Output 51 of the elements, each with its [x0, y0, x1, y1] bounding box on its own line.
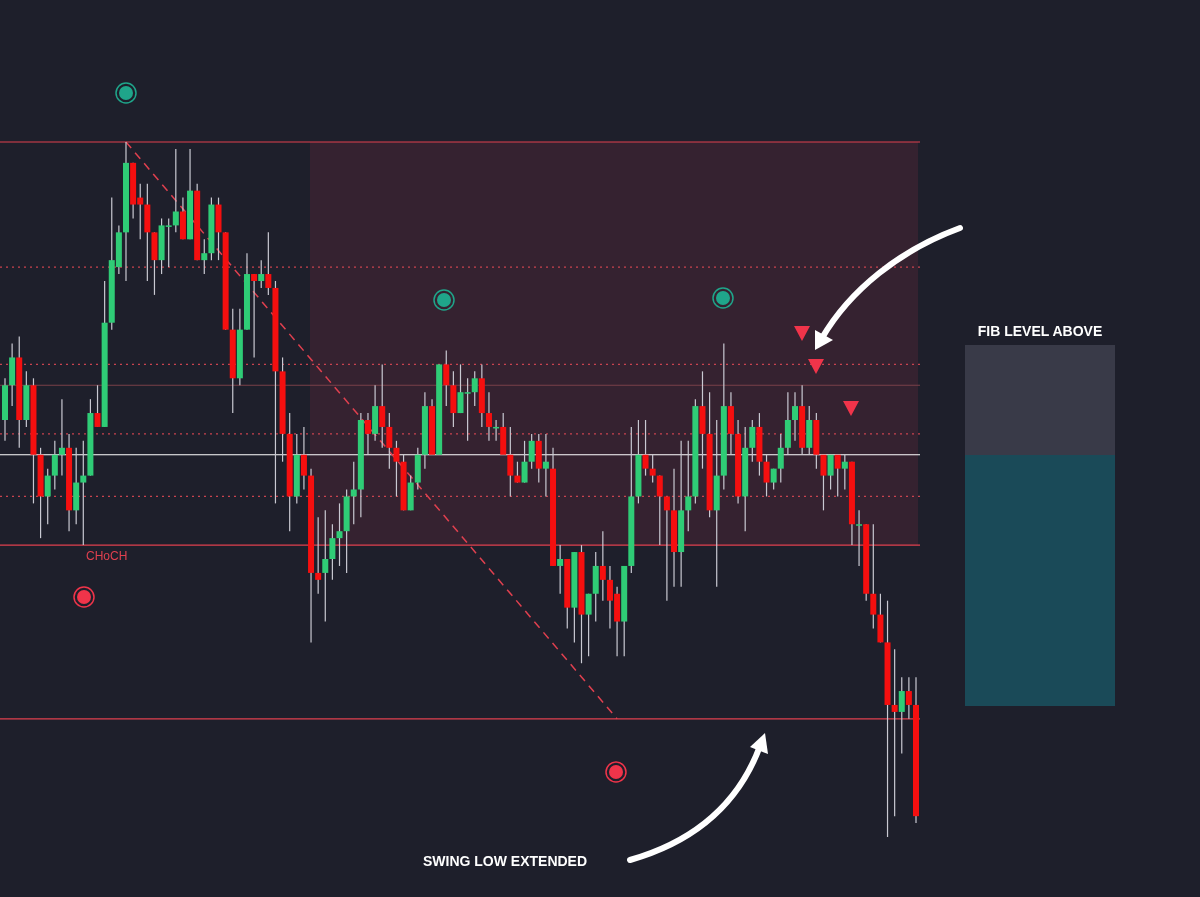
candlestick: [80, 440, 87, 546]
candlestick: [300, 426, 307, 491]
candlestick: [329, 523, 336, 581]
candlestick: [386, 412, 393, 470]
candlestick: [528, 433, 535, 470]
candlestick: [663, 495, 670, 602]
candlestick: [820, 454, 827, 511]
candlestick: [258, 259, 265, 289]
candlestick: [521, 440, 528, 484]
candlestick: [251, 273, 258, 359]
candlestick: [265, 231, 272, 296]
candlestick: [841, 454, 848, 491]
ref-line-label: CHoCH: [86, 549, 128, 564]
candlestick: [172, 148, 179, 233]
candlestick: [507, 426, 514, 498]
candlestick: [763, 454, 770, 498]
candlestick: [585, 593, 592, 657]
candlestick: [870, 523, 877, 630]
candlestick: [749, 419, 756, 463]
candlestick: [898, 676, 905, 755]
candlestick: [94, 384, 101, 428]
candlestick: [542, 433, 549, 498]
candlestick: [792, 391, 799, 442]
candlestick: [656, 475, 663, 546]
candlestick: [315, 516, 322, 595]
candlestick: [514, 461, 521, 484]
candlestick: [891, 648, 898, 817]
candlestick: [834, 454, 841, 498]
candlestick: [336, 502, 343, 567]
candlestick: [777, 433, 784, 484]
candlestick: [471, 370, 478, 407]
text: SWING LOW EXTENDED: [422, 853, 588, 869]
candlestick: [599, 530, 606, 602]
candlestick: [649, 454, 656, 484]
text: FIB LEVEL ABOVE: [977, 323, 1103, 339]
candlestick: [393, 440, 400, 498]
candlestick: [364, 412, 371, 456]
candlestick: [322, 509, 329, 623]
candlestick: [856, 509, 863, 567]
candlestick: [443, 349, 450, 407]
candlestick: [685, 440, 692, 532]
candlestick: [642, 419, 649, 477]
candlestick: [379, 363, 386, 449]
candlestick: [58, 398, 65, 477]
candlestick: [905, 676, 912, 720]
candlestick: [557, 544, 564, 595]
candlestick: [44, 468, 51, 525]
candlestick: [827, 454, 834, 491]
candlestick: [485, 391, 492, 442]
candlestick: [201, 238, 208, 275]
candlestick: [51, 440, 58, 491]
